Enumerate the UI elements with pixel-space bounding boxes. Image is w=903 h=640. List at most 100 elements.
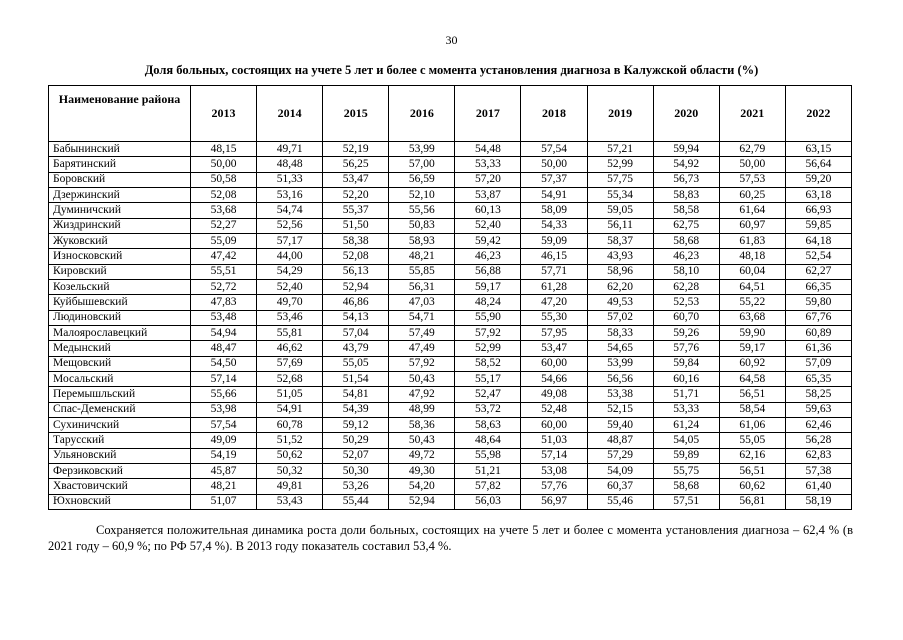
table-row: Малоярославецкий 54,94 55,81 57,04 57,49 57,9… xyxy=(48,324,853,342)
value-cell: 46,86 xyxy=(322,294,390,311)
value-cell: 58,36 xyxy=(388,416,456,434)
value-cell: 57,02 xyxy=(586,309,654,326)
value-cell: 46,62 xyxy=(256,340,324,357)
value-cell: 53,48 xyxy=(189,309,258,326)
district-name: Хвастовичский xyxy=(48,478,191,495)
value-cell: 52,19 xyxy=(322,140,390,158)
value-cell: 61,06 xyxy=(718,416,786,434)
value-cell: 53,08 xyxy=(520,462,588,480)
value-cell: 55,44 xyxy=(322,493,390,510)
district-name: Износковский xyxy=(48,248,191,265)
value-cell: 50,43 xyxy=(388,370,456,388)
summary-paragraph: Сохраняется положительная динамика роста… xyxy=(48,522,853,553)
district-name: Жиздринский xyxy=(48,217,191,234)
value-cell: 57,38 xyxy=(784,462,853,480)
value-cell: 48,21 xyxy=(388,248,456,265)
value-cell: 53,38 xyxy=(586,386,654,403)
value-cell: 44,00 xyxy=(256,248,324,265)
column-header-year: 2020 xyxy=(652,85,720,142)
column-header-year: 2017 xyxy=(454,85,522,142)
column-header-year: 2014 xyxy=(256,85,324,142)
value-cell: 55,51 xyxy=(189,263,258,280)
value-cell: 47,03 xyxy=(388,294,456,311)
value-cell: 57,69 xyxy=(256,355,324,372)
value-cell: 54,13 xyxy=(322,309,390,326)
value-cell: 53,98 xyxy=(189,401,258,418)
value-cell: 43,79 xyxy=(322,340,390,357)
value-cell: 55,05 xyxy=(322,355,390,372)
value-cell: 57,92 xyxy=(388,355,456,372)
value-cell: 50,29 xyxy=(322,432,390,449)
table-row: Куйбышевский 47,83 49,70 46,86 47,03 48,24 47,… xyxy=(48,294,853,311)
value-cell: 56,51 xyxy=(718,386,786,403)
value-cell: 51,05 xyxy=(256,386,324,403)
value-cell: 52,56 xyxy=(256,217,324,234)
value-cell: 59,80 xyxy=(784,294,853,311)
district-name: Медынский xyxy=(48,340,191,357)
value-cell: 61,64 xyxy=(718,202,786,219)
value-cell: 55,75 xyxy=(652,462,720,480)
value-cell: 57,51 xyxy=(652,493,720,510)
value-cell: 60,00 xyxy=(520,416,588,434)
district-name: Перемышльский xyxy=(48,386,191,403)
table-row: Барятинский 50,00 48,48 56,25 57,00 53,33 50,0… xyxy=(48,156,853,173)
value-cell: 52,53 xyxy=(652,294,720,311)
value-cell: 49,70 xyxy=(256,294,324,311)
value-cell: 50,30 xyxy=(322,462,390,480)
value-cell: 60,37 xyxy=(586,478,654,495)
table-row: Медынский 48,47 46,62 43,79 47,49 52,99 53,47 5… xyxy=(48,340,853,357)
value-cell: 61,40 xyxy=(784,478,853,495)
value-cell: 60,04 xyxy=(718,263,786,280)
value-cell: 47,49 xyxy=(388,340,456,357)
table-row: Хвастовичский 48,21 49,81 53,26 54,20 57,82 57… xyxy=(48,478,853,495)
table-row: Дзержинский 52,08 53,16 52,20 52,10 53,87 54,9… xyxy=(48,186,853,204)
value-cell: 51,50 xyxy=(322,217,390,234)
value-cell: 58,83 xyxy=(652,186,720,204)
value-cell: 47,20 xyxy=(520,294,588,311)
district-name: Спас-Деменский xyxy=(48,401,191,418)
value-cell: 62,16 xyxy=(718,447,786,464)
value-cell: 54,81 xyxy=(322,386,390,403)
value-cell: 49,30 xyxy=(388,462,456,480)
value-cell: 51,54 xyxy=(322,370,390,388)
value-cell: 57,54 xyxy=(520,140,588,158)
value-cell: 51,71 xyxy=(652,386,720,403)
value-cell: 48,87 xyxy=(586,432,654,449)
value-cell: 57,71 xyxy=(520,263,588,280)
value-cell: 61,36 xyxy=(784,340,853,357)
district-name: Барятинский xyxy=(48,156,191,173)
value-cell: 49,09 xyxy=(189,432,258,449)
value-cell: 48,21 xyxy=(189,478,258,495)
column-header-year: 2013 xyxy=(189,85,258,142)
value-cell: 46,23 xyxy=(454,248,522,265)
value-cell: 60,70 xyxy=(652,309,720,326)
value-cell: 62,79 xyxy=(718,140,786,158)
value-cell: 51,33 xyxy=(256,171,324,188)
value-cell: 59,17 xyxy=(718,340,786,357)
value-cell: 58,68 xyxy=(652,232,720,250)
value-cell: 56,64 xyxy=(784,156,853,173)
district-name: Козельский xyxy=(48,278,191,296)
value-cell: 49,08 xyxy=(520,386,588,403)
column-header-year: 2021 xyxy=(718,85,786,142)
value-cell: 57,14 xyxy=(520,447,588,464)
value-cell: 60,00 xyxy=(520,355,588,372)
value-cell: 48,18 xyxy=(718,248,786,265)
value-cell: 47,42 xyxy=(189,248,258,265)
value-cell: 54,66 xyxy=(520,370,588,388)
value-cell: 55,56 xyxy=(388,202,456,219)
value-cell: 46,15 xyxy=(520,248,588,265)
value-cell: 53,68 xyxy=(189,202,258,219)
value-cell: 48,24 xyxy=(454,294,522,311)
value-cell: 59,85 xyxy=(784,217,853,234)
value-cell: 63,18 xyxy=(784,186,853,204)
value-cell: 50,62 xyxy=(256,447,324,464)
district-name: Тарусский xyxy=(48,432,191,449)
value-cell: 62,83 xyxy=(784,447,853,464)
table-title: Доля больных, состоящих на учете 5 лет и… xyxy=(144,63,759,77)
value-cell: 56,81 xyxy=(718,493,786,510)
district-name: Ульяновский xyxy=(48,447,191,464)
value-cell: 54,29 xyxy=(256,263,324,280)
column-header-year: 2015 xyxy=(322,85,390,142)
value-cell: 43,93 xyxy=(586,248,654,265)
